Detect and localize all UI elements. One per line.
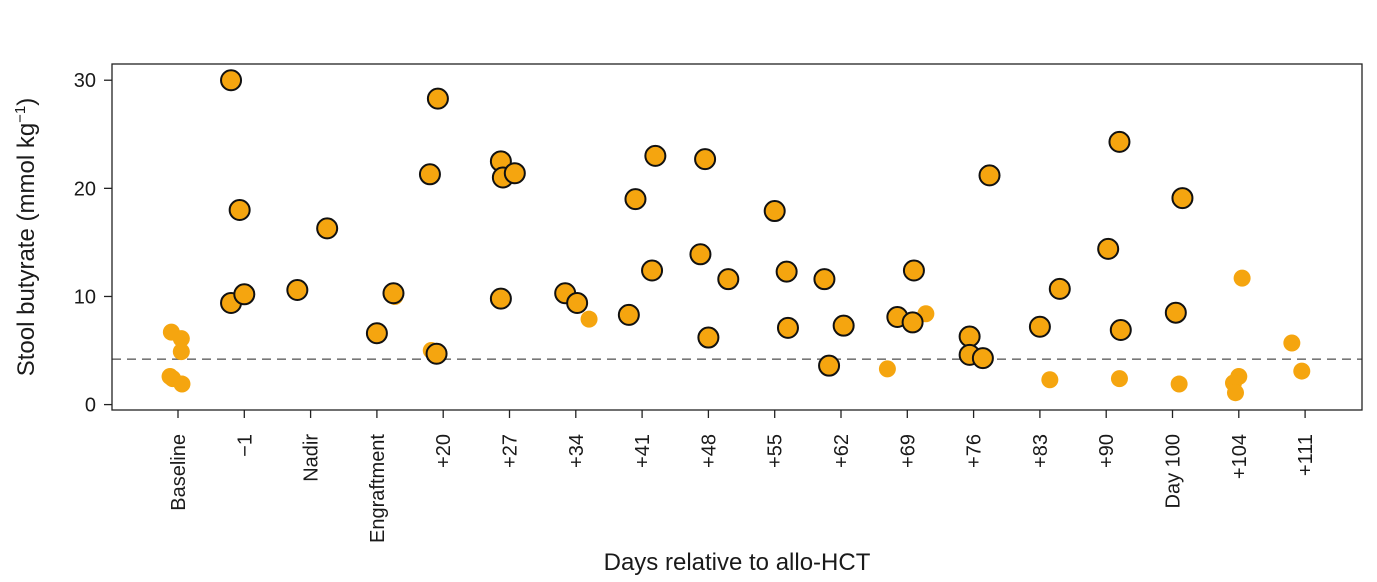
data-point [1170,375,1188,393]
data-point [1109,318,1132,341]
x-tick-label: Nadir [301,434,323,482]
data-point [1048,277,1071,300]
x-tick-label: +76 [964,434,986,468]
data-point [489,287,512,310]
x-tick-label: +69 [897,434,919,468]
y-axis-title-superscript: −1 [12,106,29,123]
data-point [689,243,712,266]
data-point [286,278,309,301]
x-tick-label: Engraftment [367,434,389,543]
x-tick-label: Day 100 [1163,434,1185,509]
data-point [641,259,664,282]
data-point [418,163,441,186]
data-point [1283,334,1301,352]
data-point [172,343,190,361]
data-point [580,310,598,328]
data-point [901,311,924,334]
y-tick-label: 10 [74,286,96,308]
x-tick-label: +41 [632,434,654,468]
data-point [503,162,526,185]
x-tick-label: +55 [765,434,787,468]
data-point [763,200,786,223]
y-tick-label: 30 [74,70,96,92]
x-tick-label: +104 [1229,434,1251,479]
data-point [775,260,798,283]
x-tick-label: Baseline [168,434,190,511]
x-tick-label: +27 [500,434,522,468]
y-tick-label: 20 [74,178,96,200]
x-tick-label: +90 [1096,434,1118,468]
data-point [172,330,190,348]
y-axis-title-close: ) [13,98,40,106]
data-point [902,259,925,282]
data-point [958,325,981,348]
y-axis-title-main: Stool butyrate (mmol kg [13,123,40,376]
data-point [971,347,994,370]
data-point [233,283,256,306]
x-tick-label: −1 [234,434,256,457]
data-point [1293,362,1311,380]
data-point [173,375,191,393]
data-point [1171,187,1194,210]
data-point [878,360,896,378]
data-point [818,354,841,377]
data-point [220,69,243,92]
data-point [1041,371,1059,389]
data-point [365,322,388,345]
data-point [425,342,448,365]
data-point [382,282,405,305]
data-point [1108,130,1131,153]
data-point [697,326,720,349]
data-point [1226,384,1244,402]
data-point [1097,237,1120,260]
data-point [717,268,740,291]
data-point [832,314,855,337]
x-tick-label: +20 [433,434,455,468]
plot-frame [111,63,1363,411]
data-point [1164,301,1187,324]
x-tick-label: +111 [1295,434,1317,476]
data-point [978,164,1001,187]
y-axis-title: Stool butyrate (mmol kg−1) [12,98,40,377]
data-point [316,217,339,240]
data-point [566,291,589,314]
data-point [1233,269,1251,287]
x-tick-label: +83 [1030,434,1052,468]
data-point [1028,315,1051,338]
data-point [617,303,640,326]
x-tick-label: +62 [831,434,853,468]
data-point [694,148,717,171]
data-point [426,87,449,110]
data-point [624,188,647,211]
data-point [813,268,836,291]
data-point [228,198,251,221]
y-tick-label: 0 [85,395,96,417]
x-axis-title: Days relative to allo-HCT [604,549,871,576]
data-point [1110,370,1128,388]
x-tick-label: +48 [698,434,720,468]
data-point [776,316,799,339]
x-tick-label: +34 [566,434,588,468]
data-point [644,144,667,167]
